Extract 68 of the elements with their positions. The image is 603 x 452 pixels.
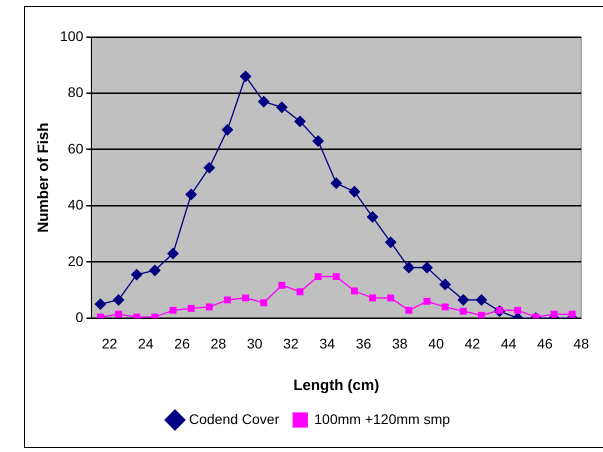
- y-tick-label: 80: [68, 84, 84, 100]
- y-axis-title: Number of Fish: [35, 122, 52, 233]
- point: [314, 273, 322, 280]
- point: [222, 124, 234, 136]
- point: [332, 273, 340, 280]
- point: [458, 294, 469, 306]
- point: [185, 188, 197, 200]
- point: [276, 102, 288, 113]
- point: [170, 306, 176, 314]
- point: [112, 294, 124, 306]
- x-tick-label: 42: [464, 335, 480, 352]
- point: [167, 248, 179, 260]
- point: [460, 308, 467, 315]
- legend-label: 100mm +120mm smp: [314, 410, 450, 427]
- point: [439, 278, 451, 290]
- point: [478, 312, 485, 318]
- x-tick-label: 36: [356, 335, 372, 352]
- point: [366, 211, 378, 223]
- point: [188, 304, 195, 312]
- point: [242, 294, 250, 302]
- point: [206, 303, 213, 310]
- point: [224, 296, 231, 304]
- point: [258, 96, 270, 108]
- point: [296, 288, 304, 296]
- point: [240, 70, 252, 82]
- x-tick-label: 24: [138, 335, 154, 352]
- point: [403, 262, 415, 274]
- x-tick-label: 22: [102, 335, 118, 352]
- y-tick-label: 60: [68, 140, 84, 156]
- point: [514, 306, 522, 314]
- x-tick-label: 44: [500, 335, 517, 352]
- point: [278, 282, 286, 289]
- x-tick-label: 46: [537, 335, 553, 352]
- x-tick-label: 30: [246, 335, 263, 352]
- point: [149, 264, 161, 276]
- x-tick-label: 34: [319, 335, 336, 352]
- y-tick-label: 40: [68, 196, 84, 213]
- y-tick-label: 0: [76, 309, 84, 326]
- legend-label: Codend Cover: [188, 410, 280, 427]
- point: [442, 303, 449, 310]
- y-tick-label: 20: [68, 252, 84, 269]
- point: [424, 298, 430, 305]
- point: [476, 294, 488, 306]
- x-axis-title: Length (cm): [293, 377, 380, 394]
- point: [260, 299, 268, 306]
- point: [387, 294, 394, 302]
- point: [369, 294, 376, 302]
- x-tick-label: 48: [573, 335, 590, 352]
- point: [115, 310, 122, 318]
- point: [405, 306, 412, 314]
- x-tick-label: 26: [174, 335, 190, 352]
- point: [350, 287, 358, 294]
- x-tick-label: 28: [210, 335, 226, 352]
- point: [204, 162, 215, 174]
- point: [294, 116, 306, 128]
- point: [421, 262, 433, 274]
- x-tick-label: 32: [283, 335, 299, 352]
- point: [348, 186, 360, 198]
- point: [550, 310, 558, 318]
- x-tick-label: 40: [428, 335, 444, 352]
- point: [568, 310, 576, 318]
- point: [330, 178, 342, 189]
- y-tick-label: 100: [60, 28, 84, 44]
- x-tick-label: 38: [392, 335, 408, 352]
- point: [385, 236, 396, 248]
- point: [94, 298, 106, 310]
- point: [312, 135, 324, 147]
- point: [131, 268, 142, 280]
